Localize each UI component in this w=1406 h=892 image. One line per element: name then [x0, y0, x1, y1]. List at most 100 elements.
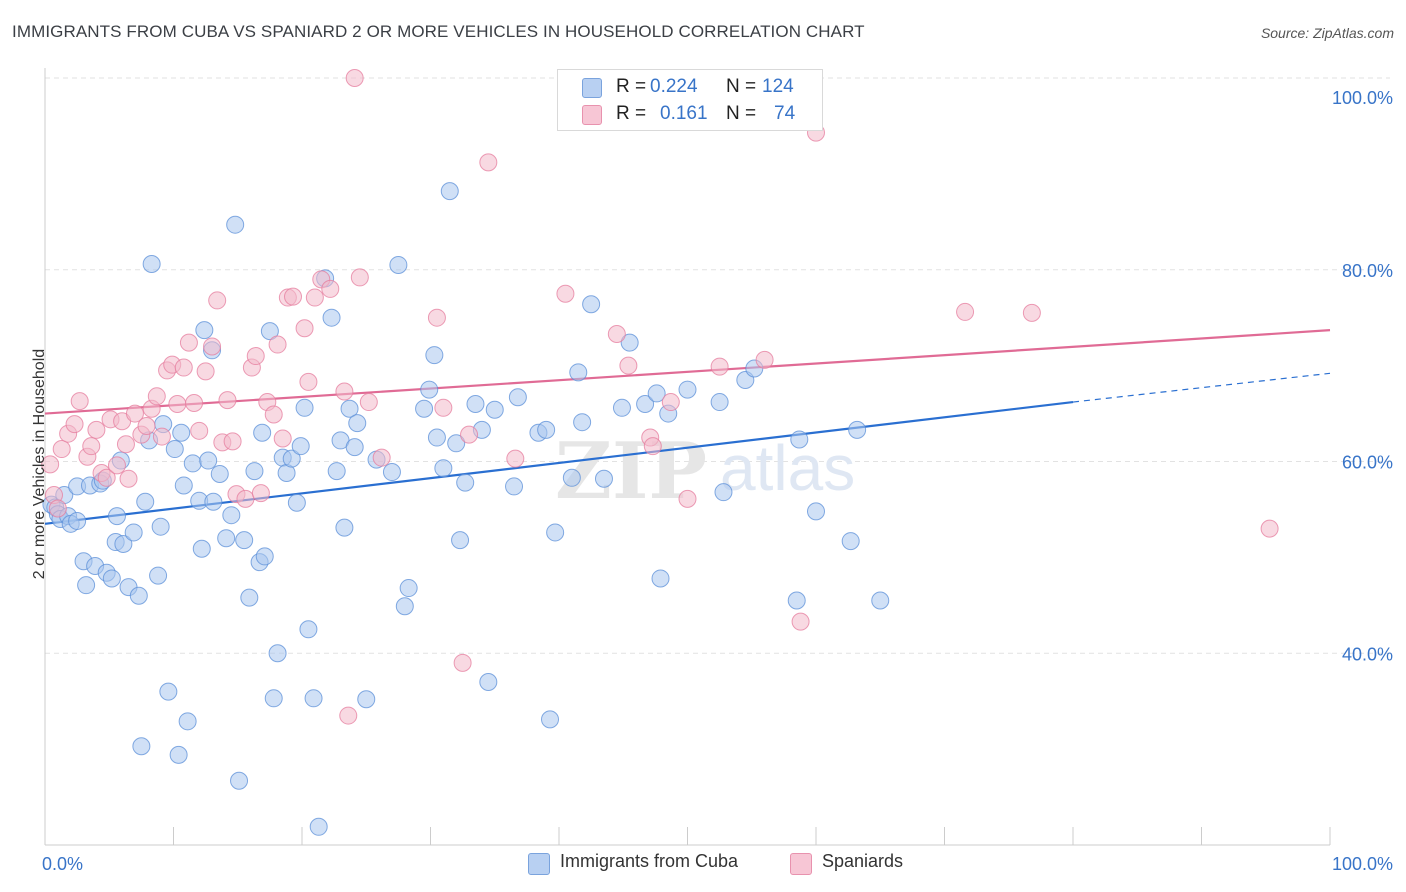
point-spaniards [339, 706, 358, 725]
point-cuba [240, 588, 259, 607]
point-cuba [569, 363, 588, 382]
point-spaniards [65, 415, 84, 434]
point-cuba [183, 454, 202, 473]
point-cuba [174, 476, 193, 495]
point-cuba [714, 483, 733, 502]
x-tick-label-min: 0.0% [42, 854, 83, 874]
n-label: N = [726, 103, 757, 124]
point-cuba [787, 591, 806, 610]
point-cuba [340, 399, 359, 418]
point-cuba [710, 393, 729, 412]
point-cuba [230, 771, 249, 790]
point-cuba [389, 255, 408, 274]
point-cuba [132, 737, 151, 756]
grid-lines [45, 77, 1390, 654]
point-cuba [541, 710, 560, 729]
point-spaniards [236, 489, 255, 508]
r-value: 0.224 [650, 76, 698, 97]
point-spaniards [434, 398, 453, 417]
point-cuba [651, 569, 670, 588]
point-cuba [415, 399, 434, 418]
point-spaniards [453, 653, 472, 672]
point-spaniards [460, 425, 479, 444]
point-cuba [447, 434, 466, 453]
point-cuba [848, 420, 867, 439]
n-value: 74 [774, 103, 796, 124]
point-spaniards [335, 382, 354, 401]
point-spaniards [607, 324, 626, 343]
point-cuba [508, 388, 527, 407]
point-cuba [382, 463, 401, 482]
point-cuba [425, 346, 444, 365]
n-label: N = [726, 76, 757, 97]
point-spaniards [710, 357, 729, 376]
point-cuba [304, 689, 323, 708]
point-cuba [562, 468, 581, 487]
point-cuba [395, 597, 414, 616]
point-spaniards [196, 362, 215, 381]
n-value: 124 [762, 76, 794, 97]
point-cuba [345, 438, 364, 457]
point-spaniards [82, 437, 101, 456]
point-spaniards [1022, 303, 1041, 322]
point-cuba [295, 398, 314, 417]
legend-swatch-spaniards [790, 853, 812, 875]
point-spaniards [41, 455, 60, 474]
trend-line-spaniards [44, 329, 1331, 415]
point-cuba [235, 531, 254, 550]
point-cuba [612, 398, 631, 417]
legend-label-cuba: Immigrants from Cuba [560, 851, 739, 871]
point-cuba [807, 502, 825, 521]
watermark-text: atlas [720, 432, 855, 504]
point-cuba [245, 462, 264, 481]
point-cuba [169, 745, 188, 764]
point-cuba [505, 477, 524, 496]
point-cuba [466, 394, 485, 413]
point-cuba [192, 539, 211, 558]
point-spaniards [305, 288, 324, 307]
point-spaniards [1260, 519, 1279, 538]
point-cuba [260, 322, 279, 341]
y-axis-label: 2 or more Vehicles in Household [31, 348, 48, 580]
point-spaniards [203, 337, 222, 356]
point-spaniards [52, 440, 71, 459]
point-cuba [546, 523, 565, 542]
point-spaniards [174, 358, 193, 377]
point-cuba [537, 420, 556, 439]
r-label: R = [616, 76, 647, 97]
point-spaniards [295, 319, 314, 338]
point-cuba [573, 413, 592, 432]
point-cuba [357, 690, 376, 709]
point-cuba [129, 586, 148, 605]
point-spaniards [97, 468, 116, 487]
point-spaniards [791, 612, 810, 631]
point-cuba [199, 451, 218, 470]
data-points [41, 69, 1279, 836]
point-spaniards [661, 393, 680, 412]
point-cuba [268, 644, 287, 663]
point-spaniards [556, 284, 575, 303]
point-cuba [124, 523, 143, 542]
point-cuba [253, 423, 272, 442]
point-spaniards [246, 347, 265, 366]
point-cuba [264, 689, 283, 708]
point-cuba [620, 333, 639, 352]
point-spaniards [479, 153, 498, 172]
point-cuba [291, 437, 310, 456]
point-spaniards [755, 350, 774, 369]
y-tick-label: 60.0% [1342, 453, 1393, 473]
point-spaniards [273, 429, 292, 448]
point-cuba [204, 492, 223, 511]
point-cuba [399, 579, 418, 598]
chart-title: IMMIGRANTS FROM CUBA VS SPANIARD 2 OR MO… [12, 22, 865, 41]
point-cuba [327, 462, 346, 481]
point-spaniards [190, 421, 209, 440]
point-spaniards [116, 435, 135, 454]
point-cuba [451, 531, 470, 550]
legend-label-spaniards: Spaniards [822, 851, 904, 871]
point-spaniards [168, 394, 187, 413]
point-cuba [282, 449, 301, 468]
point-cuba [678, 380, 697, 399]
point-cuba [142, 254, 161, 273]
